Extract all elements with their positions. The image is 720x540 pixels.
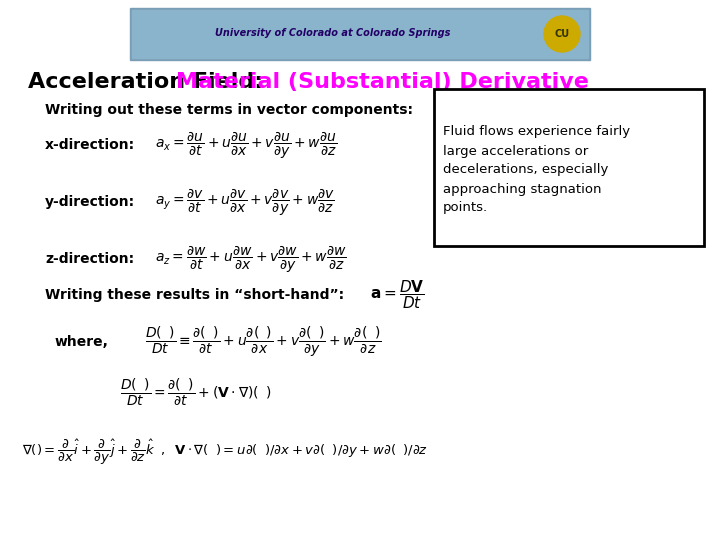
Text: CU: CU [554,29,570,39]
Text: University of Colorado at Colorado Springs: University of Colorado at Colorado Sprin… [215,28,450,38]
Text: Material (Substantial) Derivative: Material (Substantial) Derivative [176,72,589,92]
Text: Writing these results in “short-hand”:: Writing these results in “short-hand”: [45,288,344,302]
Text: $\nabla() = \dfrac{\partial}{\partial x}\hat{i} + \dfrac{\partial}{\partial y}\h: $\nabla() = \dfrac{\partial}{\partial x}… [22,437,428,467]
Text: z-direction:: z-direction: [45,252,134,266]
Text: $a_y = \dfrac{\partial v}{\partial t} + u\dfrac{\partial v}{\partial x} + v\dfra: $a_y = \dfrac{\partial v}{\partial t} + … [155,186,335,218]
Text: $\mathbf{a} = \dfrac{D\mathbf{V}}{Dt}$: $\mathbf{a} = \dfrac{D\mathbf{V}}{Dt}$ [370,279,425,312]
Text: y-direction:: y-direction: [45,195,135,209]
Text: Fluid flows experience fairly
large accelerations or
decelerations, especially
a: Fluid flows experience fairly large acce… [443,125,630,214]
Text: $\dfrac{D(\;\;)}{Dt} \equiv \dfrac{\partial(\;\;)}{\partial t} + u\dfrac{\partia: $\dfrac{D(\;\;)}{Dt} \equiv \dfrac{\part… [145,325,382,359]
Text: $\dfrac{D(\;\;)}{Dt} = \dfrac{\partial(\;\;)}{\partial t} + (\mathbf{V} \cdot \n: $\dfrac{D(\;\;)}{Dt} = \dfrac{\partial(\… [120,376,272,408]
FancyBboxPatch shape [434,89,704,246]
Text: where,: where, [55,335,109,349]
Text: Acceleration Field:: Acceleration Field: [28,72,271,92]
Text: Writing out these terms in vector components:: Writing out these terms in vector compon… [45,103,413,117]
Text: $a_z = \dfrac{\partial w}{\partial t} + u\dfrac{\partial w}{\partial x} + v\dfra: $a_z = \dfrac{\partial w}{\partial t} + … [155,244,347,275]
Bar [130,8,590,60]
Bar [132,10,588,58]
Text: x-direction:: x-direction: [45,138,135,152]
Circle shape [544,16,580,52]
Text: $a_x = \dfrac{\partial u}{\partial t} + u\dfrac{\partial u}{\partial x} + v\dfra: $a_x = \dfrac{\partial u}{\partial t} + … [155,129,337,161]
